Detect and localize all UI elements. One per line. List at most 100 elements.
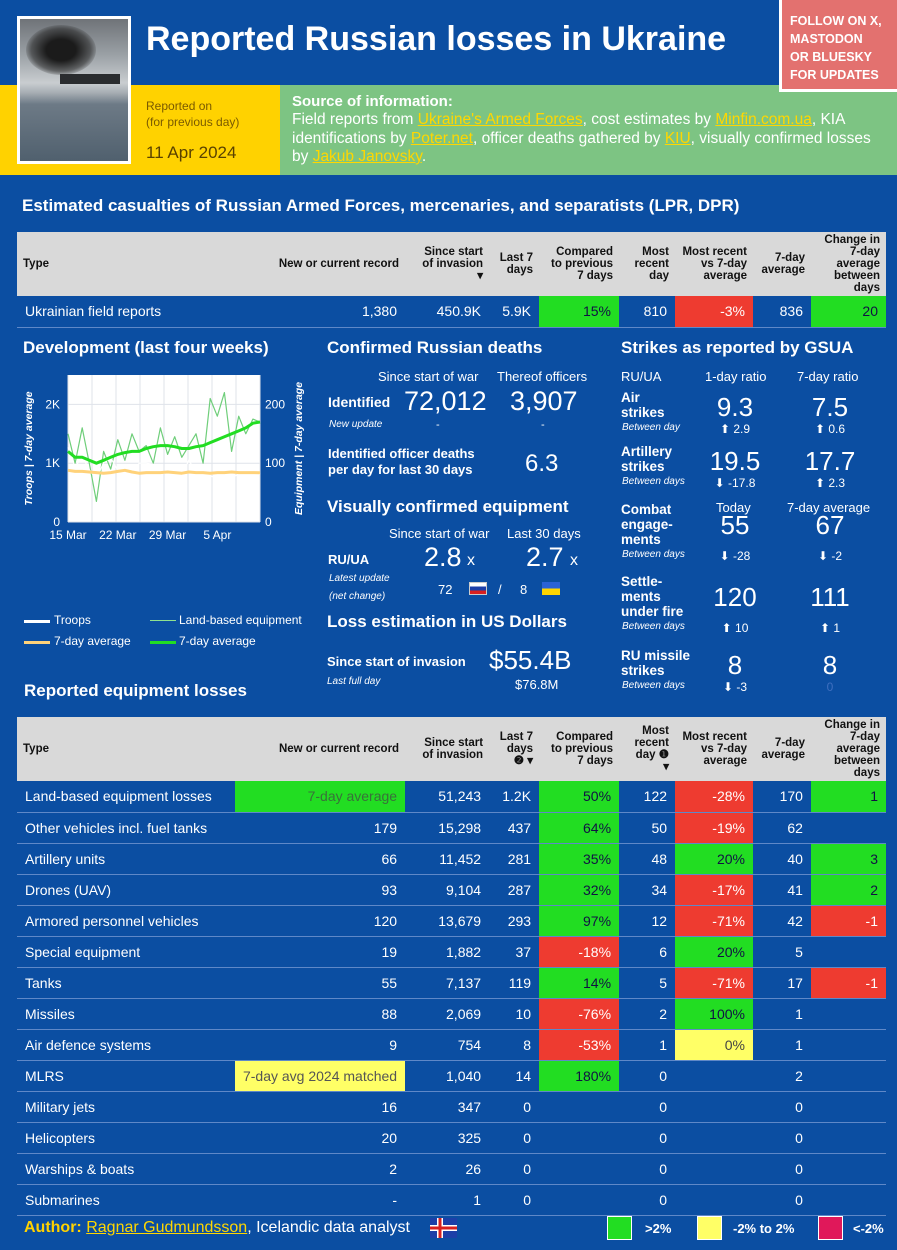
col-recent-vs[interactable]: Most recent vs 7-day average (675, 717, 753, 781)
cell-recent-vs: -19% (675, 812, 753, 844)
ukraine-flag-icon (542, 582, 560, 595)
y-right-label: Equipment | 7-day average (293, 382, 305, 515)
source-link-minfin[interactable]: Minfin.com.ua (715, 111, 812, 128)
cell-recent-vs (675, 1060, 753, 1092)
strikes-h1: 1-day ratio (705, 369, 767, 384)
legend-troops-avg: 7-day average (54, 634, 131, 648)
cell-last7: 8 (489, 1029, 540, 1061)
cell-since: 325 (405, 1122, 490, 1154)
cell-since: 347 (405, 1091, 490, 1123)
strikes-ruua: RU/UA (621, 369, 662, 384)
col-record[interactable]: New or current record (234, 717, 406, 781)
visual-title: Visually confirmed equipment (327, 497, 569, 516)
col-last7[interactable]: Last 7 days (489, 232, 539, 296)
col-since[interactable]: Since start of invasion (405, 717, 490, 781)
cell-recent-vs (675, 1122, 753, 1154)
cell-change (810, 1122, 886, 1154)
col-type[interactable]: Type (17, 717, 235, 781)
cell-last7: 10 (489, 998, 540, 1030)
col-avg7[interactable]: 7-day average (753, 232, 811, 296)
x-tick: 5 Apr (203, 528, 231, 542)
sort-icon: ▾ (477, 270, 483, 282)
cell-avg7: 0 (752, 1091, 811, 1123)
table-row: Ukrainian field reports 1,380 450.9K 5.9… (17, 296, 886, 328)
visual-since-value: 2.8 (424, 542, 462, 572)
source-link-kiu[interactable]: KIU (664, 129, 691, 147)
visual-latest: Latest update (329, 573, 390, 584)
strikes-h4: 7-day average (787, 500, 871, 515)
col-type[interactable]: Type (17, 232, 235, 296)
cell-change: -1 (810, 905, 886, 937)
footer-author: Author: Ragnar Gudmundsson, Icelandic da… (24, 1219, 410, 1237)
visual-x2: x (570, 552, 578, 569)
cell-avg7: 0 (752, 1122, 811, 1154)
cell-record: 16 (234, 1091, 406, 1123)
strike-label: Combat (621, 502, 672, 517)
col-compared[interactable]: Compared to previous 7 days (539, 717, 620, 781)
cell-record: 88 (234, 998, 406, 1030)
cell-recent-vs: -28% (675, 781, 753, 813)
col-compared[interactable]: Compared to previous 7 days (539, 232, 619, 296)
col-last7[interactable]: Last 7 days ❷ ▾ (489, 717, 540, 781)
table-row: Warships & boats 2 26 0 0 0 (17, 1153, 886, 1185)
cell-recent-vs: -17% (675, 874, 753, 906)
col-since[interactable]: Since start of invasion ▾ (405, 232, 489, 296)
cell-since: 1 (405, 1184, 490, 1216)
cell-avg7: 41 (752, 874, 811, 906)
source-text-part: , cost estimates by (582, 111, 716, 128)
follow-line: FOLLOW ON X, (790, 14, 882, 28)
cell-compared: 50% (539, 781, 620, 813)
col-avg7[interactable]: 7-day average (752, 717, 811, 781)
strike-sub: Between days (622, 680, 685, 691)
source-text-part: , visually confirmed losses by (292, 129, 871, 166)
legend-swatch-troops-avg (24, 641, 50, 644)
strike-label: engage- (621, 517, 673, 532)
cell-change: -1 (810, 967, 886, 999)
cell-type: Drones (UAV) (17, 874, 235, 906)
source-link-poter[interactable]: Poter.net (410, 129, 473, 147)
cell-recent: 0 (619, 1184, 676, 1216)
cell-avg7: 5 (752, 936, 811, 968)
col-change[interactable]: Change in 7-day average between days (810, 717, 886, 781)
cell-recent: 34 (619, 874, 676, 906)
source-link-janovsky[interactable]: Jakub Janovsky (312, 148, 422, 165)
loss-since-label: Since start of invasion (327, 654, 466, 669)
col-change[interactable]: Change in 7-day average between days (811, 232, 886, 296)
source-link-armed-forces[interactable]: Ukraine's Armed Forces (417, 111, 583, 128)
series-equipment-avg (67, 420, 261, 465)
strike-sub: Between days (622, 549, 685, 560)
strike-label: Artillery (621, 444, 673, 459)
table-header-row: Type New or current record Since start o… (17, 717, 886, 781)
author-link[interactable]: Ragnar Gudmundsson (86, 1219, 248, 1236)
cell-compared: -53% (539, 1029, 620, 1061)
equipment-table: Type New or current record Since start o… (17, 717, 886, 1216)
cell-last7: 281 (489, 843, 540, 875)
col-recent[interactable]: Most recent day (619, 232, 675, 296)
officer-deaths-label-line: Identified officer deaths (328, 446, 475, 461)
cell-change: 3 (810, 843, 886, 875)
col-recent-vs[interactable]: Most recent vs 7-day average (675, 232, 753, 296)
visual-slash: / (498, 582, 502, 597)
deaths-title: Confirmed Russian deaths (327, 338, 543, 357)
cell-record: 66 (234, 843, 406, 875)
table-row: Armored personnel vehicles 120 13,679 293 97… (17, 905, 886, 937)
cell-record: - (234, 1184, 406, 1216)
table-row: Missiles 88 2,069 10 -76% 2 100% 1 (17, 998, 886, 1030)
follow-banner[interactable]: FOLLOW ON X, MASTODON OR BLUESKY FOR UPD… (779, 0, 897, 92)
col-recent[interactable]: Most recent day ❶ ▾ (619, 717, 676, 781)
cell-type: Other vehicles incl. fuel tanks (17, 812, 235, 844)
visual-net: (net change) (329, 591, 386, 602)
visual-ruua: RU/UA (328, 552, 370, 567)
cell-type: Tanks (17, 967, 235, 999)
reported-on-label: Reported on (for previous day) (146, 98, 239, 130)
visual-ru-count: 72 (438, 582, 453, 597)
table-row: Air defence systems 9 754 8 -53% 1 0% 1 (17, 1029, 886, 1061)
cell-record: 19 (234, 936, 406, 968)
col-record[interactable]: New or current record (235, 232, 405, 296)
cell-change: 1 (810, 781, 886, 813)
casualties-table: Type New or current record Since start o… (17, 232, 886, 328)
strike-delta-1: ⬆ 10 (721, 621, 749, 635)
follow-line: FOR UPDATES (790, 68, 879, 82)
cell-compared: 97% (539, 905, 620, 937)
